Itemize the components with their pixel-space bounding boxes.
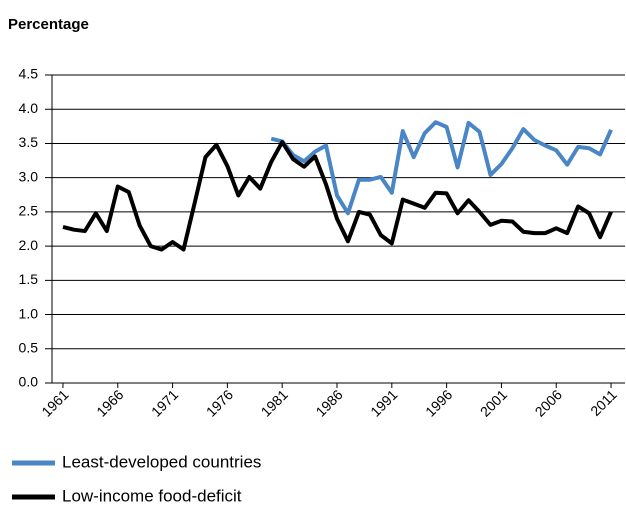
x-tick-label: 1966 [93, 386, 126, 419]
y-tick-label: 4.5 [19, 66, 39, 82]
y-tick-label: 0.5 [19, 339, 39, 355]
x-tick-label: 1996 [422, 386, 455, 419]
y-tick-label: 0.0 [19, 374, 39, 390]
x-tick-label: 1991 [367, 386, 400, 419]
legend-text: Low-income food-deficit [62, 486, 242, 505]
y-axis-label: Percentage [8, 16, 89, 33]
x-tick-label: 1961 [38, 386, 71, 419]
x-tick-label: 1971 [148, 386, 181, 419]
y-tick-label: 3.5 [19, 134, 39, 150]
x-tick-label: 2001 [477, 386, 510, 419]
line-series [270, 120, 613, 216]
x-tick-label: 1986 [312, 386, 345, 419]
y-tick-label: 3.0 [19, 168, 39, 184]
y-tick-label: 1.5 [19, 271, 39, 287]
line-series [62, 140, 613, 252]
x-tick-label: 2006 [532, 386, 565, 419]
y-tick-label: 4.0 [19, 100, 39, 116]
y-tick-label: 2.5 [19, 203, 39, 219]
x-tick-label: 2011 [587, 386, 620, 419]
legend-text: Least-developed countries [62, 452, 261, 471]
y-tick-label: 2.0 [19, 237, 39, 253]
y-tick-label: 1.0 [19, 305, 39, 321]
x-tick-label: 1976 [203, 386, 236, 419]
x-tick-label: 1981 [258, 386, 291, 419]
